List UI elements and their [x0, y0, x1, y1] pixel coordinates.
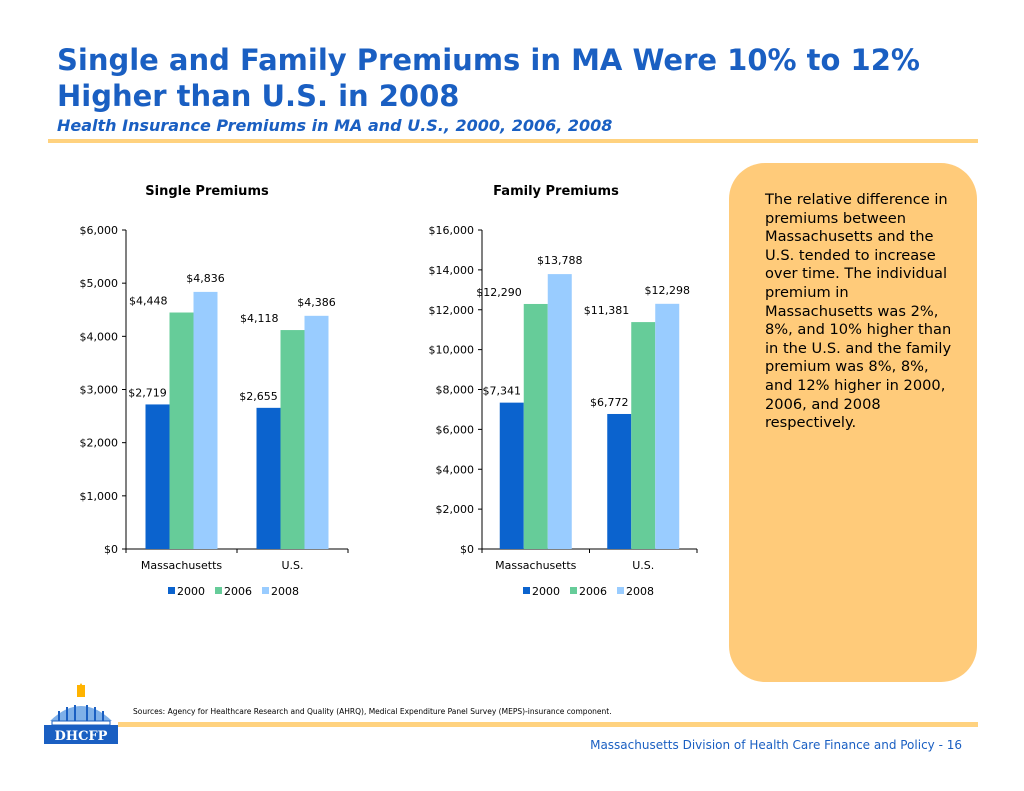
- data-label: $11,381: [584, 304, 630, 317]
- x-tick-label: U.S.: [632, 559, 654, 572]
- logo-text: DHCFP: [55, 729, 108, 744]
- bar-2008: [547, 274, 572, 549]
- bar-2008: [193, 291, 218, 549]
- data-label: $4,448: [129, 295, 168, 308]
- bar-2000: [256, 407, 281, 549]
- data-label: $2,655: [239, 390, 278, 403]
- bar-2008: [655, 303, 680, 549]
- y-tick-label: $1,000: [80, 490, 119, 503]
- y-tick-label: $10,000: [429, 344, 475, 357]
- bar-2000: [145, 404, 170, 549]
- y-tick-label: $3,000: [80, 384, 119, 397]
- x-tick-label: U.S.: [281, 559, 303, 572]
- legend-label: 2006: [224, 585, 252, 598]
- data-label: $12,298: [645, 284, 691, 297]
- data-label: $4,836: [186, 272, 225, 285]
- x-tick-label: Massachusetts: [495, 559, 577, 572]
- y-tick-label: $4,000: [80, 330, 119, 343]
- sources-note: Sources: Agency for Healthcare Research …: [133, 707, 612, 716]
- y-tick-label: $14,000: [429, 264, 475, 277]
- dhcfp-logo: DHCFP: [44, 683, 118, 744]
- data-label: $13,788: [537, 254, 583, 267]
- legend-label: 2006: [579, 585, 607, 598]
- y-tick-label: $6,000: [80, 224, 119, 237]
- footer-text: Massachusetts Division of Health Care Fi…: [590, 738, 962, 752]
- data-label: $4,386: [297, 296, 336, 309]
- x-tick-label: Massachusetts: [141, 559, 223, 572]
- y-tick-label: $12,000: [429, 304, 475, 317]
- page-subtitle: Health Insurance Premiums in MA and U.S.…: [57, 116, 613, 135]
- data-label: $6,772: [590, 396, 629, 409]
- data-label: $2,719: [128, 386, 167, 399]
- legend-swatch-2006: [570, 587, 577, 594]
- bottom-divider: [118, 722, 978, 727]
- data-label: $12,290: [476, 286, 522, 299]
- chart-title: Single Premiums: [145, 184, 269, 199]
- y-tick-label: $2,000: [436, 503, 475, 516]
- legend-swatch-2006: [215, 587, 222, 594]
- bar-2006: [523, 303, 548, 549]
- y-tick-label: $4,000: [436, 463, 475, 476]
- side-note-text: The relative difference in premiums betw…: [765, 191, 952, 432]
- legend-swatch-2000: [523, 587, 530, 594]
- page-title: Single and Family Premiums in MA Were 10…: [57, 43, 920, 113]
- side-note-box: The relative difference in premiums betw…: [729, 163, 977, 682]
- bar-2006: [280, 330, 305, 549]
- data-label: $7,341: [483, 385, 522, 398]
- legend-label: 2000: [177, 585, 205, 598]
- bar-2006: [631, 322, 656, 549]
- data-label: $4,118: [240, 312, 279, 325]
- legend-swatch-2008: [617, 587, 624, 594]
- y-tick-label: $6,000: [436, 423, 475, 436]
- y-tick-label: $0: [104, 543, 118, 556]
- y-tick-label: $2,000: [80, 437, 119, 450]
- y-tick-label: $8,000: [436, 384, 475, 397]
- y-tick-label: $0: [460, 543, 474, 556]
- legend-label: 2000: [532, 585, 560, 598]
- legend-label: 2008: [271, 585, 299, 598]
- y-tick-label: $5,000: [80, 277, 119, 290]
- legend-label: 2008: [626, 585, 654, 598]
- legend-swatch-2008: [262, 587, 269, 594]
- bar-2008: [304, 315, 329, 549]
- legend-swatch-2000: [168, 587, 175, 594]
- bar-2000: [499, 402, 524, 549]
- bar-2000: [607, 413, 632, 549]
- chart-title: Family Premiums: [493, 184, 619, 199]
- y-tick-label: $16,000: [429, 224, 475, 237]
- bar-2006: [169, 312, 194, 549]
- top-divider: [48, 139, 978, 143]
